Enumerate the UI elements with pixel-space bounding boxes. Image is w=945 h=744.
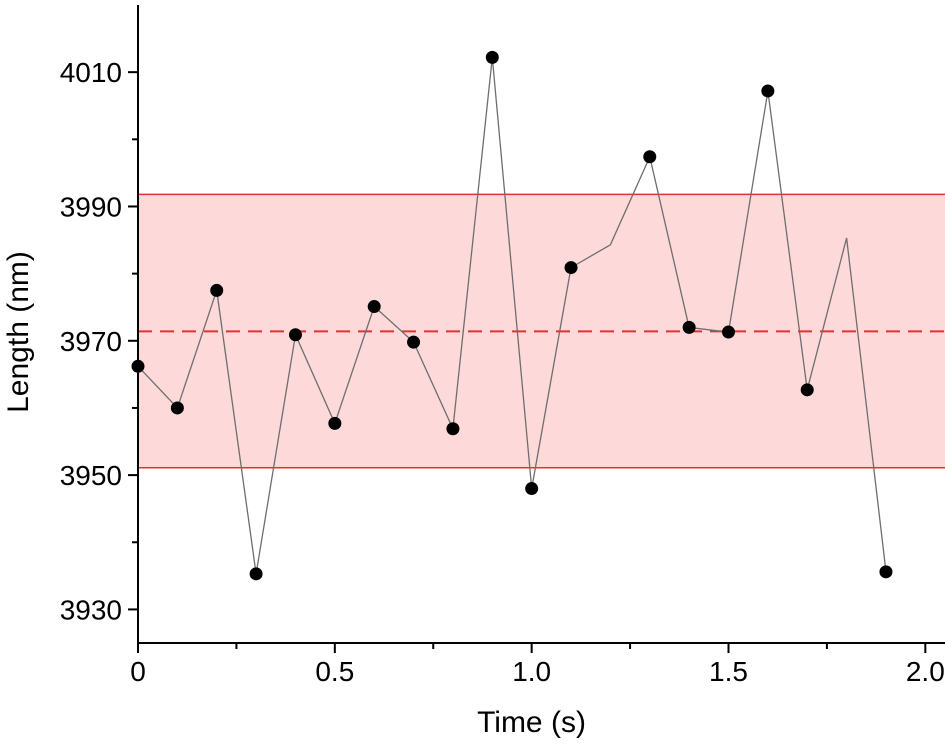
y-tick-label-3950: 3950 [60,460,122,491]
data-point-4 [288,328,302,342]
data-point-8 [446,422,460,436]
data-point-2 [210,283,224,297]
data-point-11 [564,261,578,275]
data-point-9 [485,50,499,64]
y-axis-label: Length (nm) [2,251,35,413]
x-tick-label-1.0: 1.0 [512,656,551,687]
data-point-7 [407,335,421,349]
data-point-6 [367,300,381,314]
x-axis-label: Time (s) [477,706,586,739]
x-tick-label-2.0: 2.0 [906,656,945,687]
y-tick-label-3990: 3990 [60,191,122,222]
data-point-5 [328,416,342,430]
x-tick-label-0.5: 0.5 [315,656,354,687]
series-line [137,57,887,574]
x-tick-label-1.5: 1.5 [709,656,748,687]
data-point-3 [249,567,263,581]
data-point-16 [761,84,775,98]
data-point-10 [525,482,539,496]
data-point-13 [643,150,657,164]
data-point-17 [800,383,814,397]
data-point-19 [879,565,893,579]
data-point-15 [721,325,735,339]
y-tick-label-4010: 4010 [60,57,122,88]
axes: 3930 3950 3970 3990 4010 0 0.5 1.0 1.5 2.0 [60,5,945,687]
series-layer [131,50,893,581]
y-tick-label-3930: 3930 [60,594,122,625]
data-point-1 [170,401,184,415]
y-tick-label-3970: 3970 [60,326,122,357]
data-point-14 [682,320,696,334]
x-tick-label-0: 0 [130,656,146,687]
